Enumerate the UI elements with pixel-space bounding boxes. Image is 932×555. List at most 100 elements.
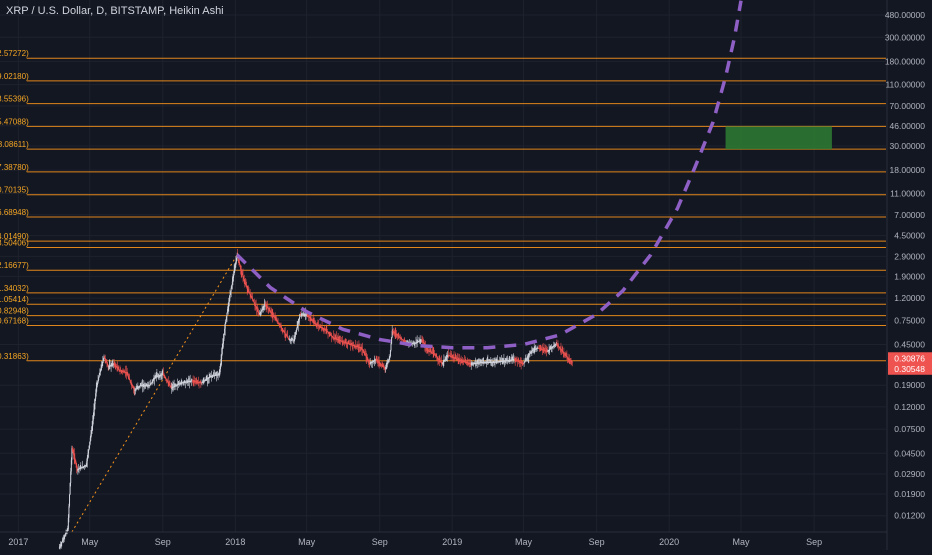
- candle-body: [480, 362, 482, 364]
- candle-body: [228, 301, 230, 306]
- candle-body: [411, 342, 413, 344]
- candle-body: [454, 357, 456, 359]
- candle-body: [193, 380, 195, 382]
- candle-body: [203, 380, 205, 382]
- candle-body: [445, 358, 447, 360]
- candle-body: [301, 314, 303, 316]
- time-axis[interactable]: 2017 May Sep 2018 May Sep 2019 May Sep 2020 May Sep: [8, 537, 822, 547]
- candle-body: [253, 302, 255, 304]
- candle-body: [563, 352, 565, 354]
- candle-body: [112, 363, 114, 365]
- candle-body: [79, 468, 81, 470]
- candle-body: [527, 355, 529, 357]
- candle-body: [73, 452, 75, 456]
- candle-body: [204, 380, 206, 382]
- x-tick-label: 2017: [8, 537, 28, 547]
- candle-body: [156, 375, 158, 377]
- candle-body: [260, 310, 262, 312]
- x-tick-label: Sep: [589, 537, 605, 547]
- candle-body: [314, 322, 316, 324]
- candle-body: [414, 342, 416, 344]
- candle-body: [555, 343, 557, 345]
- candle-body: [535, 348, 537, 350]
- candle-body: [190, 380, 192, 382]
- candle-body: [483, 362, 485, 364]
- candle-body: [300, 314, 302, 316]
- candle-body: [108, 366, 110, 368]
- candle-body: [183, 382, 185, 384]
- candle-body: [255, 304, 257, 307]
- candle-body: [451, 356, 453, 358]
- candle-body: [441, 362, 443, 364]
- target-zone: [725, 126, 832, 150]
- candle-body: [184, 381, 186, 383]
- candle-body: [335, 338, 337, 340]
- candle-body: [543, 349, 545, 351]
- candle-body: [326, 330, 328, 332]
- candle-body: [259, 313, 261, 315]
- candle-body: [213, 375, 215, 377]
- candle-body: [140, 385, 142, 387]
- y-tick-label: 0.19000: [894, 380, 925, 390]
- candle-body: [191, 380, 193, 382]
- candle-body: [130, 381, 132, 383]
- candle-body: [467, 362, 469, 364]
- candle-body: [514, 359, 516, 361]
- candle-body: [284, 332, 286, 334]
- candle-body: [476, 362, 478, 364]
- price-axis[interactable]: 480.00000 300.00000 180.00000 110.00000 70.0…: [885, 10, 925, 521]
- y-tick-label: 70.00000: [890, 101, 926, 111]
- candle-body: [504, 360, 506, 362]
- candle-body: [318, 325, 320, 327]
- candle-body: [487, 362, 489, 364]
- candle-body: [489, 362, 491, 364]
- candle-body: [211, 375, 213, 377]
- candle-body: [174, 385, 176, 387]
- candle-body: [502, 360, 504, 362]
- candle-body: [349, 343, 351, 345]
- candle-body: [483, 362, 485, 364]
- candle-body: [316, 324, 318, 326]
- candle-body: [488, 362, 490, 364]
- candles: [58, 248, 573, 550]
- candle-body: [384, 368, 386, 370]
- candle-body: [322, 327, 324, 329]
- candle-body: [281, 328, 283, 330]
- candle-body: [222, 343, 224, 349]
- candle-body: [297, 324, 299, 327]
- candle-body: [320, 326, 322, 328]
- candle-body: [383, 366, 385, 368]
- candle-body: [169, 384, 171, 386]
- candle-body: [210, 376, 212, 378]
- candle-body: [392, 330, 394, 332]
- candle-body: [350, 344, 352, 346]
- candle-body: [286, 335, 288, 337]
- candle-body: [413, 342, 415, 344]
- candle-body: [315, 323, 317, 325]
- candle-body: [459, 359, 461, 361]
- candle-body: [71, 448, 73, 451]
- candle-body: [370, 362, 372, 364]
- candle-body: [426, 347, 428, 349]
- candle-body: [460, 359, 462, 361]
- candle-body: [509, 359, 511, 361]
- candle-body: [536, 348, 538, 350]
- candle-body: [123, 371, 125, 373]
- candle-body: [162, 374, 164, 376]
- candle-body: [252, 298, 254, 300]
- candle-body: [94, 398, 96, 405]
- candle-body: [402, 339, 404, 341]
- candle-body: [398, 335, 400, 337]
- candle-body: [520, 362, 522, 364]
- candle-body: [392, 331, 394, 333]
- candle-body: [148, 385, 150, 387]
- candle-body: [395, 333, 397, 335]
- candle-body: [464, 361, 466, 363]
- candle-body: [361, 348, 363, 350]
- candle-body: [73, 455, 75, 458]
- candle-body: [178, 383, 180, 385]
- candle-body: [115, 366, 117, 368]
- candle-body: [569, 360, 571, 362]
